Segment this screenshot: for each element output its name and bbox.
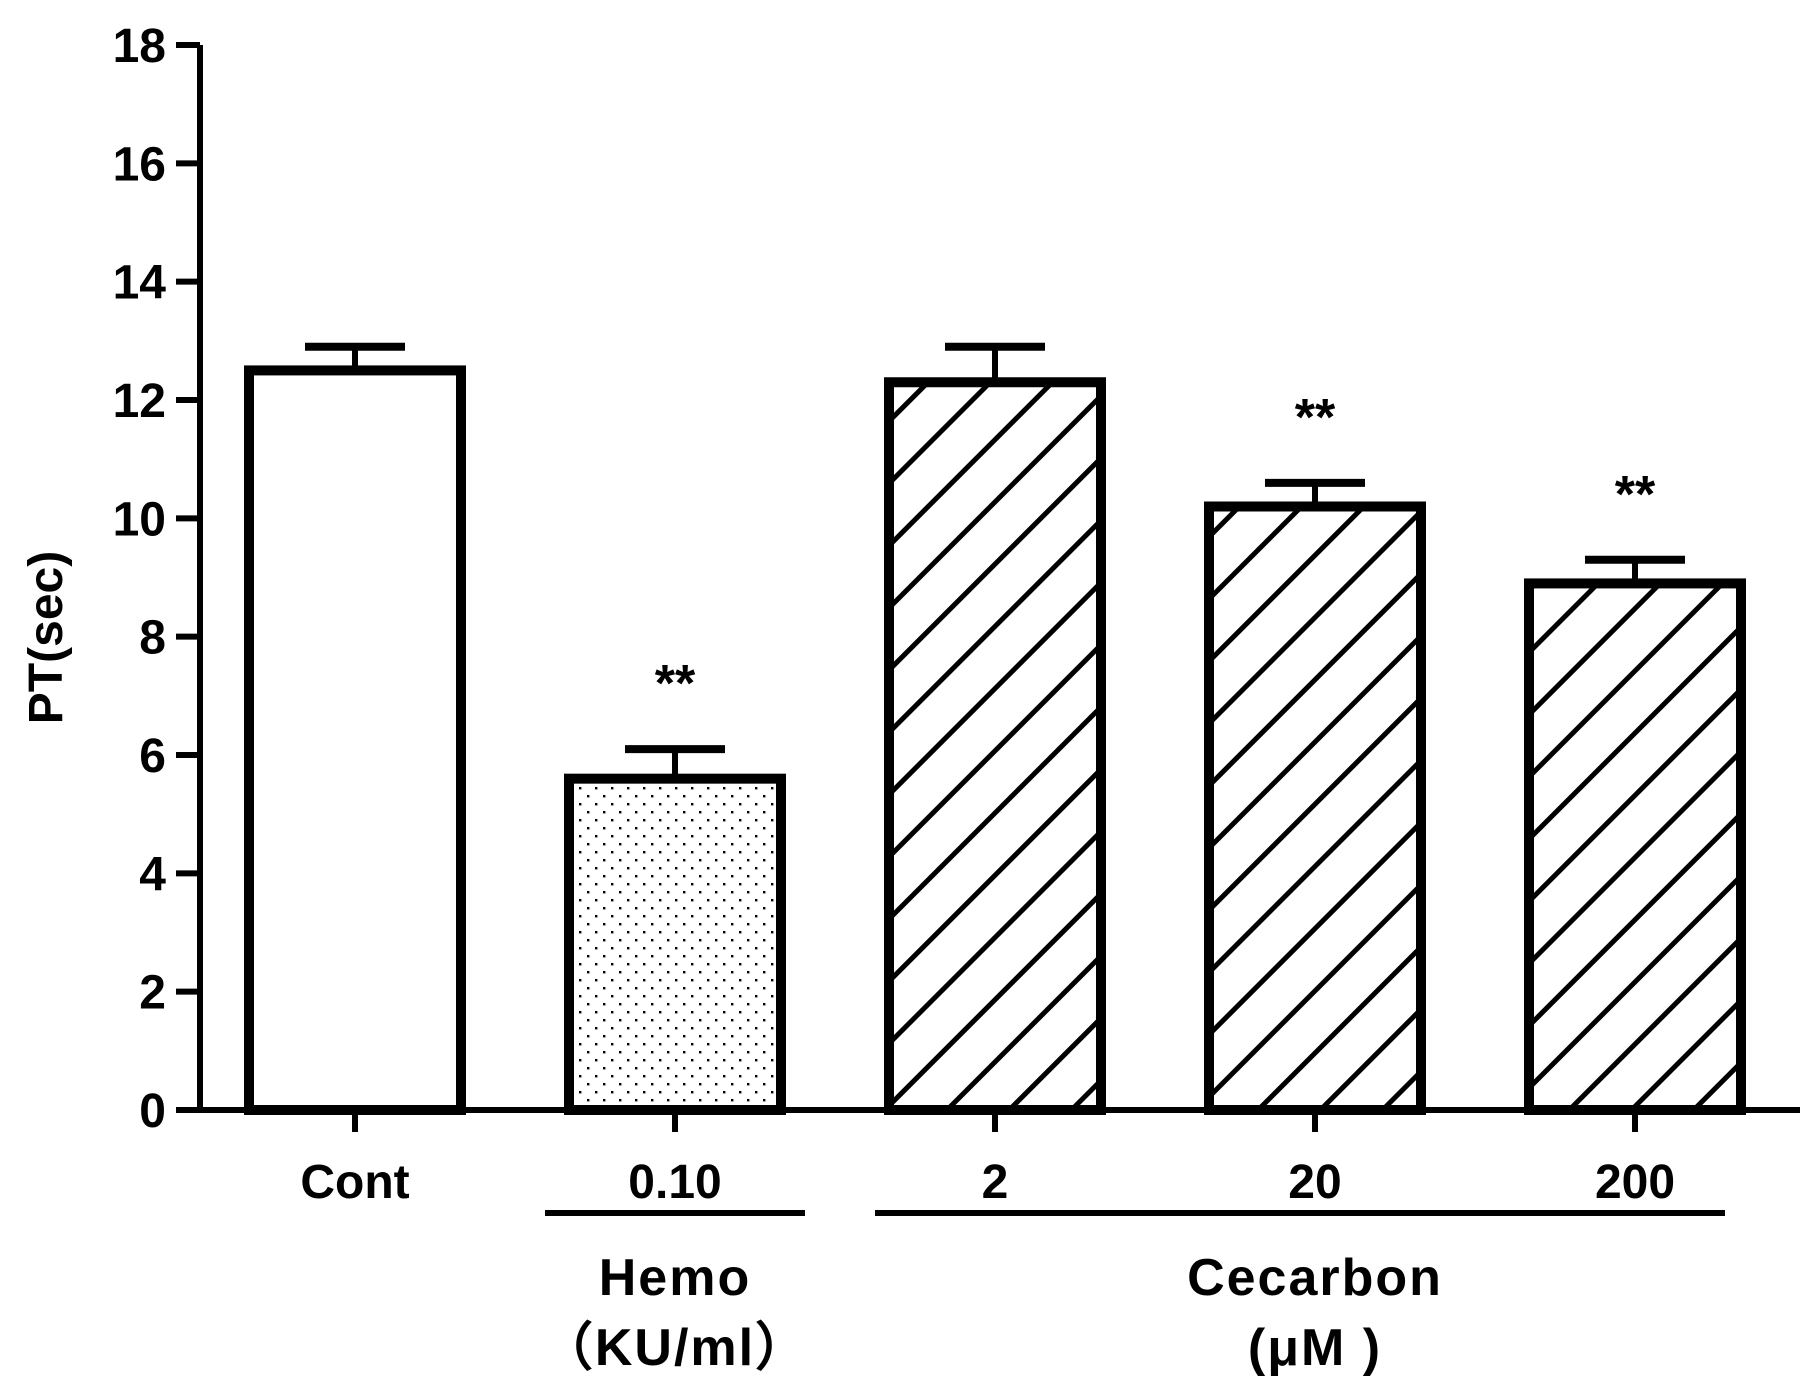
bar-2 — [884, 377, 1106, 1115]
significance-marker: ** — [1295, 389, 1336, 447]
x-tick-label: 2 — [982, 1156, 1009, 1209]
y-tick-label: 6 — [139, 730, 166, 783]
bar-Cont — [244, 365, 466, 1115]
bar-200 — [1524, 578, 1746, 1115]
group-label-unit: (μM ) — [1248, 1319, 1382, 1377]
y-tick-label: 0 — [139, 1085, 166, 1138]
x-tick-label: 20 — [1288, 1156, 1341, 1209]
y-tick-label: 10 — [113, 493, 166, 546]
bar-0.10 — [564, 773, 786, 1116]
group-label-name: Cecarbon — [1187, 1249, 1443, 1307]
x-tick-label: 200 — [1595, 1156, 1675, 1209]
y-axis-title: PT(sec) — [20, 551, 73, 724]
group-label-name: Hemo — [599, 1249, 751, 1307]
y-tick-label: 4 — [139, 848, 166, 901]
y-tick-label: 8 — [139, 612, 166, 665]
y-tick-label: 12 — [113, 375, 166, 428]
y-tick-label: 16 — [113, 138, 166, 191]
bar-20 — [1204, 501, 1426, 1115]
x-tick-label: Cont — [300, 1156, 409, 1209]
y-tick-label: 18 — [113, 20, 166, 73]
y-tick-label: 14 — [113, 257, 167, 310]
x-tick-label: 0.10 — [628, 1156, 721, 1209]
significance-marker: ** — [1615, 466, 1656, 524]
group-label-unit: （KU/ml） — [541, 1319, 809, 1377]
significance-marker: ** — [655, 655, 696, 713]
y-tick-label: 2 — [139, 967, 166, 1020]
